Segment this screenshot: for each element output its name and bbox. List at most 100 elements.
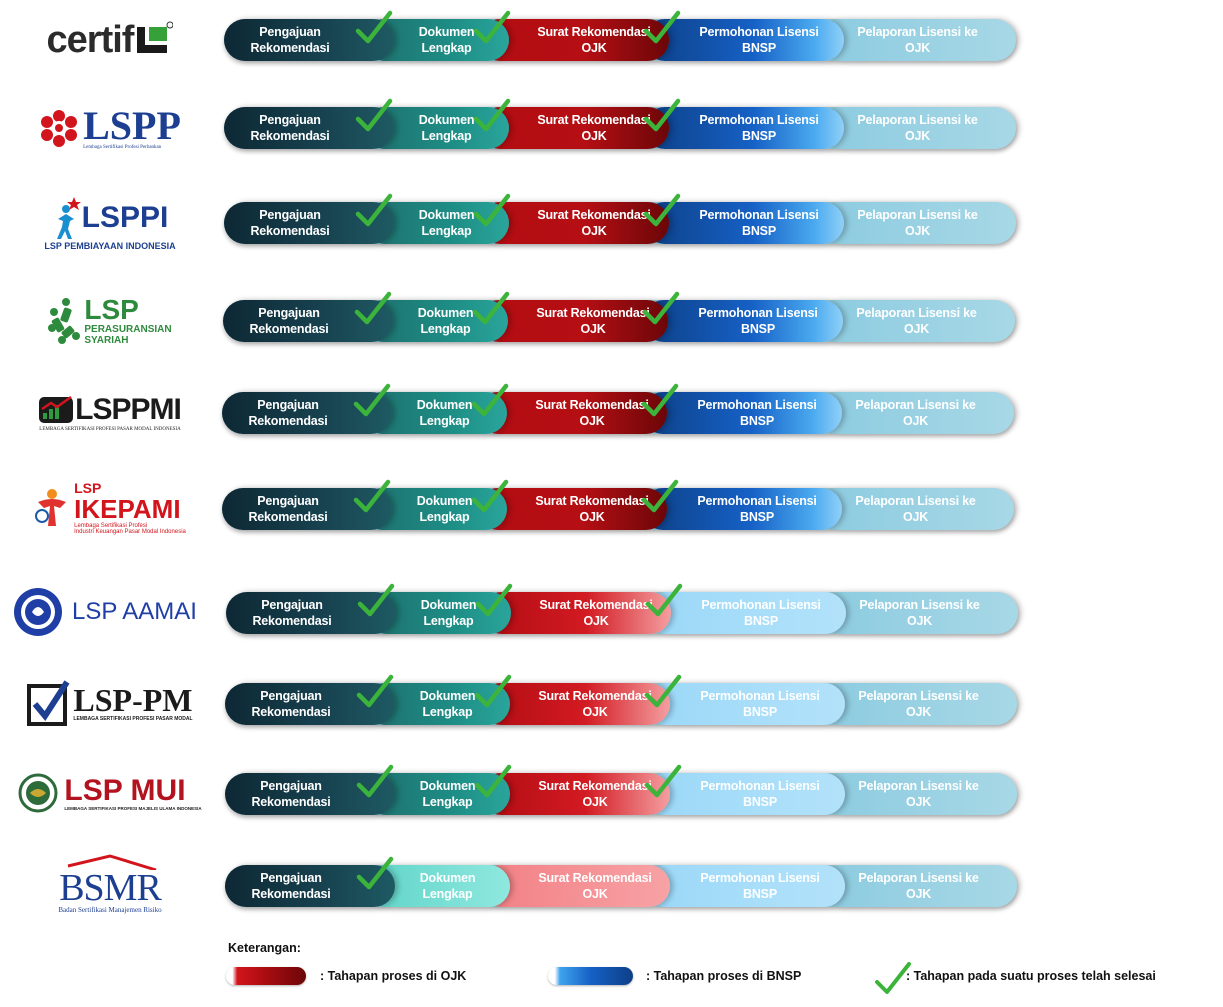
stage-5-label: Pelaporan Lisensi ke OJK (857, 208, 978, 238)
logo-certif: certif (10, 0, 210, 80)
stage-5-segment: Pelaporan Lisensi ke OJK (819, 107, 1016, 149)
logo-lspp-text: LSPP (83, 102, 181, 148)
stage-1-label: Pengajuan Rekomendasi (250, 208, 330, 238)
row-ikepami: LSP IKEPAMI Lembaga Sertifikasi Profesi … (0, 468, 1223, 558)
stage-4-segment: Permohonan Lisensi BNSP (645, 773, 845, 815)
legend-bnsp-text: : Tahapan proses di BNSP (646, 969, 802, 983)
stage-1-label: Pengajuan Rekomendasi (250, 113, 330, 143)
stage-4-segment: Permohonan Lisensi BNSP (645, 683, 845, 725)
stage-1-label: Pengajuan Rekomendasi (248, 494, 328, 524)
lsppmi-chart-icon (39, 395, 74, 423)
stage-4-label: Permohonan Lisensi BNSP (699, 208, 819, 238)
stage-1-segment: Pengajuan Rekomendasi (225, 683, 395, 725)
check-icon (356, 674, 394, 708)
check-icon (354, 291, 392, 325)
logo-lsp-asuransi-text: LSP (84, 294, 139, 325)
legend-bnsp-bar (548, 967, 633, 985)
stage-5-label: Pelaporan Lisensi ke OJK (858, 689, 979, 719)
legend-ojk-bar (226, 967, 306, 985)
stage-3-segment: Surat Rekomendasi OJK (479, 107, 669, 149)
logo-lsppmi-sub: LEMBAGA SERTIFIKASI PROFESI PASAR MODAL … (39, 426, 181, 432)
stage-4-segment: Permohonan Lisensi BNSP (645, 865, 845, 907)
legend-ojk-text: : Tahapan proses di OJK (320, 969, 467, 983)
logo-aamai-text: LSP AAMAI (72, 598, 197, 625)
stage-1-label: Pengajuan Rekomendasi (248, 398, 328, 428)
stage-3-segment: Surat Rekomendasi OJK (477, 488, 667, 530)
stage-4-label: Permohonan Lisensi BNSP (698, 306, 818, 336)
row-lspp: LSPP Lembaga Sertifikasi Profesi Perbank… (0, 88, 1223, 178)
row-lsppm: LSP-PM LEMBAGA SERTIFIKASI PROFESI PASAR… (0, 663, 1223, 753)
progress-track: Pengajuan Rekomendasi Dokumen Lengkap Sura… (224, 10, 1016, 61)
row-lsppi: LSPPI LSP PEMBIAYAAN INDONESIA (0, 183, 1223, 273)
legend-check-icon (875, 962, 911, 994)
stage-1-label: Pengajuan Rekomendasi (251, 689, 331, 719)
stage-5-segment: Pelaporan Lisensi ke OJK (820, 683, 1017, 725)
stage-5-segment: Pelaporan Lisensi ke OJK (817, 392, 1014, 434)
bsmr-roof-icon (67, 854, 157, 870)
check-icon (356, 764, 394, 798)
stage-4-segment: Permohonan Lisensi BNSP (644, 19, 844, 61)
check-icon (472, 291, 510, 325)
stage-3-segment: Surat Rekomendasi OJK (481, 592, 671, 634)
logo-lsp-asuransi: LSP PERASURANSIAN SYARIAH (10, 281, 210, 361)
logo-lsppi-sub: LSP PEMBIAYAAN INDONESIA (44, 241, 176, 251)
row-bsmr: BSMR Badan Sertifikasi Manajemen Risiko (0, 844, 1223, 934)
legend-title: Keterangan: (228, 941, 301, 955)
check-icon (643, 10, 681, 44)
stage-3-label: Surat Rekomendasi OJK (535, 398, 649, 428)
row-certif: certif (0, 0, 1223, 90)
lspmui-seal-icon (18, 773, 58, 813)
stage-3-label: Surat Rekomendasi OJK (537, 113, 651, 143)
stage-5-segment: Pelaporan Lisensi ke OJK (821, 592, 1018, 634)
stage-1-label: Pengajuan Rekomendasi (249, 306, 329, 336)
stage-3-label: Surat Rekomendasi OJK (537, 208, 651, 238)
stage-2-label: Dokumen Lengkap (417, 306, 474, 336)
stage-3-segment: Surat Rekomendasi OJK (478, 300, 668, 342)
stage-3-segment: Surat Rekomendasi OJK (480, 773, 670, 815)
logo-lsppmi-text: LSPPMI (75, 392, 182, 426)
stage-4-label: Permohonan Lisensi BNSP (701, 598, 821, 628)
stage-2-label: Dokumen Lengkap (419, 871, 476, 901)
logo-bsmr-sub: Badan Sertifikasi Manajemen Risiko (58, 906, 162, 914)
lsppi-person-icon (56, 197, 81, 239)
progress-track: Pengajuan Rekomendasi Dokumen Lengkap Sura… (225, 764, 1017, 815)
progress-track: Pengajuan Rekomendasi Dokumen Lengkap Sura… (224, 193, 1016, 244)
lsp-asuransi-people-icon (48, 298, 81, 344)
stage-5-segment: Pelaporan Lisensi ke OJK (820, 865, 1017, 907)
progress-track: Pengajuan Rekomendasi Dokumen Lengkap Sura… (222, 383, 1014, 434)
stage-1-label: Pengajuan Rekomendasi (252, 598, 332, 628)
progress-track: Pengajuan Rekomendasi Dokumen Lengkap Sura… (225, 674, 1017, 725)
check-icon (356, 856, 394, 890)
check-icon (473, 98, 511, 132)
stage-2-label: Dokumen Lengkap (416, 494, 473, 524)
stage-4-label: Permohonan Lisensi BNSP (697, 398, 817, 428)
stage-4-label: Permohonan Lisensi BNSP (699, 25, 819, 55)
stage-5-segment: Pelaporan Lisensi ke OJK (819, 202, 1016, 244)
stage-2-label: Dokumen Lengkap (418, 113, 475, 143)
stage-3-label: Surat Rekomendasi OJK (539, 598, 653, 628)
progress-track: Pengajuan Rekomendasi Dokumen Lengkap Sura… (226, 583, 1018, 634)
stage-4-segment: Permohonan Lisensi BNSP (643, 300, 843, 342)
lsppm-check-icon (27, 680, 70, 726)
logo-bsmr: BSMR Badan Sertifikasi Manajemen Risiko (10, 844, 210, 924)
stage-4-segment: Permohonan Lisensi BNSP (642, 488, 842, 530)
row-lsp-asuransi: LSP PERASURANSIAN SYARIAH (0, 281, 1223, 371)
stage-3-segment: Surat Rekomendasi OJK (479, 202, 669, 244)
logo-aamai: LSP AAMAI (10, 572, 210, 652)
check-icon (643, 98, 681, 132)
stage-2-label: Dokumen Lengkap (419, 779, 476, 809)
stage-2-label: Dokumen Lengkap (416, 398, 473, 428)
check-icon (355, 98, 393, 132)
stage-1-segment: Pengajuan Rekomendasi (224, 107, 394, 149)
logo-lsppm-sub: LEMBAGA SERTIFIKASI PROFESI PASAR MODAL (73, 716, 193, 722)
stage-3-segment: Surat Rekomendasi OJK (480, 865, 670, 907)
stage-5-label: Pelaporan Lisensi ke OJK (855, 398, 976, 428)
stage-5-segment: Pelaporan Lisensi ke OJK (818, 300, 1015, 342)
lspp-flower-icon (41, 110, 78, 147)
stage-4-segment: Permohonan Lisensi BNSP (646, 592, 846, 634)
check-icon (355, 193, 393, 227)
progress-track: Pengajuan Rekomendasi Dokumen Lengkap Sura… (222, 479, 1014, 530)
stage-4-segment: Permohonan Lisensi BNSP (644, 107, 844, 149)
ikepami-figure-icon (35, 489, 67, 526)
legend-done-text: : Tahapan pada suatu proses telah selesa… (906, 969, 1156, 983)
